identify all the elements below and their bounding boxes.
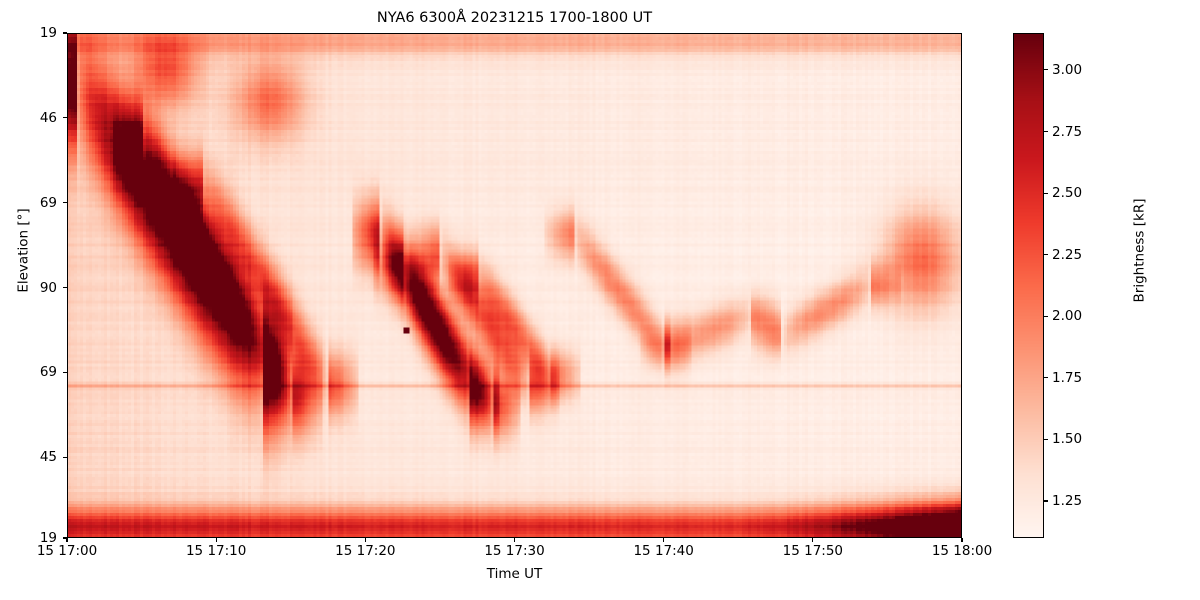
x-tick-label: 15 17:40: [633, 543, 694, 559]
keogram-heatmap: [68, 34, 961, 537]
x-tick-mark: [812, 538, 814, 543]
y-tick-label: 69: [39, 364, 57, 381]
colorbar-tick-mark: [1044, 192, 1049, 194]
y-tick-label: 46: [39, 109, 57, 126]
colorbar-tick-label: 2.25: [1052, 246, 1083, 263]
colorbar-tick-label: 1.75: [1052, 369, 1083, 386]
y-tick-label: 45: [39, 449, 57, 466]
y-tick-mark: [62, 202, 67, 204]
x-tick-label: 15 17:00: [36, 543, 98, 559]
colorbar-tick-label: 2.50: [1052, 185, 1083, 202]
y-tick-mark: [62, 286, 67, 289]
colorbar-tick-mark: [1044, 69, 1049, 71]
colorbar-tick-mark: [1044, 377, 1049, 379]
colorbar-label: Brightness [kR]: [1131, 198, 1148, 303]
colorbar[interactable]: [1013, 33, 1044, 538]
colorbar-tick-label: 1.50: [1052, 431, 1083, 448]
x-tick-mark: [513, 538, 516, 543]
colorbar-tick-mark: [1044, 438, 1049, 440]
colorbar-tick-label: 1.25: [1052, 493, 1083, 510]
y-tick-mark: [62, 371, 67, 373]
x-tick-mark: [663, 538, 665, 543]
y-tick-mark: [62, 537, 67, 539]
keogram-plot-area[interactable]: [67, 33, 962, 538]
x-tick-label: 15 17:50: [782, 543, 844, 559]
y-tick-label: 69: [39, 194, 57, 211]
y-tick-mark: [62, 456, 67, 458]
y-tick-label: 19: [39, 25, 57, 41]
colorbar-tick-label: 2.00: [1052, 308, 1083, 325]
y-tick-label: 90: [39, 279, 57, 296]
colorbar-tick-mark: [1044, 130, 1049, 133]
colorbar-tick-mark: [1044, 315, 1049, 317]
x-tick-mark: [961, 538, 963, 543]
y-tick-mark: [62, 32, 67, 34]
y-axis-label: Elevation [°]: [15, 208, 32, 293]
x-tick-label: 15 17:10: [185, 543, 247, 559]
y-tick-label: 19: [39, 530, 57, 546]
page-title: NYA6 6300Å 20231215 1700-1800 UT: [376, 10, 653, 26]
x-tick-mark: [364, 538, 366, 543]
x-tick-label: 15 18:00: [931, 543, 993, 559]
colorbar-gradient: [1014, 34, 1043, 537]
x-tick-mark: [66, 538, 68, 543]
colorbar-tick-label: 3.00: [1052, 61, 1083, 78]
colorbar-tick-mark: [1044, 254, 1049, 256]
x-tick-mark: [215, 538, 217, 543]
x-axis-label: Time UT: [486, 566, 543, 582]
x-tick-label: 15 17:20: [335, 543, 396, 559]
colorbar-tick-label: 2.75: [1052, 123, 1083, 140]
x-tick-label: 15 17:30: [484, 543, 545, 559]
colorbar-tick-mark: [1044, 500, 1049, 502]
y-tick-mark: [62, 117, 67, 119]
